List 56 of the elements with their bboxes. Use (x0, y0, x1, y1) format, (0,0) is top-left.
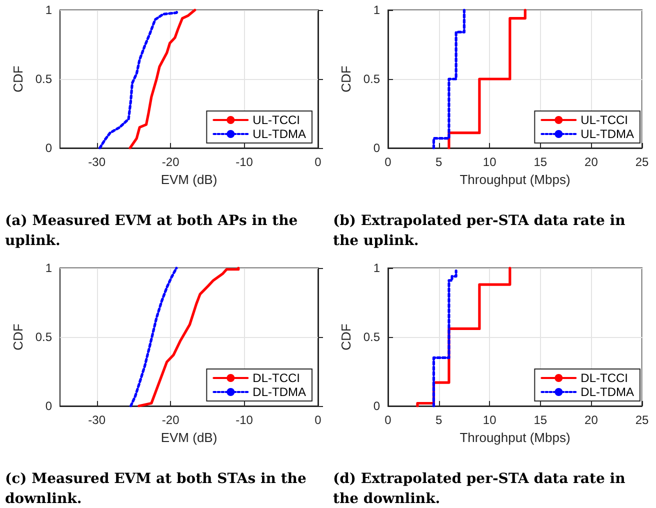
y-axis-title: CDF (10, 66, 26, 92)
x-tick-label: -10 (236, 155, 254, 169)
legend-label: DL-TDMA (252, 385, 306, 399)
x-axis-title: Throughput (Mbps) (460, 430, 570, 445)
x-axis-title: EVM (dB) (160, 172, 218, 187)
x-tick-label: -10 (236, 413, 254, 427)
x-tick-label: -30 (88, 155, 106, 169)
x-tick-label: 10 (482, 155, 497, 169)
x-tick-label: 0 (384, 155, 392, 169)
x-tick-label: -20 (162, 413, 180, 427)
x-tick-label: -30 (88, 413, 106, 427)
x-tick-label: 15 (534, 155, 548, 169)
x-tick-label: 5 (435, 413, 442, 427)
text: (b) Extrapolated per-STA data rate in the uplink. (333, 213, 630, 249)
x-tick-label: 0 (314, 413, 322, 427)
x-tick-label: 20 (584, 155, 598, 169)
y-axis-title: CDF (338, 66, 354, 92)
line-series (138, 266, 240, 408)
x-tick-label: 25 (635, 413, 649, 427)
y-tick-label: 0 (373, 141, 380, 155)
y-tick-label: 0 (45, 141, 52, 155)
legend-label: UL-TCCI (252, 113, 300, 127)
text: (c) Measured EVM at both STAs in the downlink. (5, 471, 312, 507)
y-tick-label: 0.5 (35, 72, 52, 86)
y-tick-label: 1 (45, 261, 52, 275)
x-axis-title: EVM (dB) (160, 430, 218, 445)
x-tick-label: 5 (435, 155, 442, 169)
text: (d) Extrapolated per-STA data rate in the downlink. (333, 471, 630, 507)
y-tick-label: 0 (373, 399, 380, 413)
y-tick-label: 1 (373, 261, 380, 275)
y-tick-label: 0.5 (363, 72, 380, 86)
y-axis-title: CDF (10, 324, 26, 350)
legend-label: UL-TDMA (580, 127, 634, 141)
line-series (98, 8, 180, 150)
x-tick-label: 0 (314, 155, 322, 169)
x-tick-label: 0 (384, 413, 392, 427)
y-tick-label: 0.5 (35, 330, 52, 344)
x-tick-label: -20 (162, 155, 180, 169)
line-series (128, 8, 196, 150)
y-tick-label: 1 (45, 3, 52, 17)
line-series (129, 266, 178, 408)
x-tick-label: 20 (584, 413, 598, 427)
text: (a) Measured EVM at both APs in the uplink. (5, 213, 303, 249)
legend-label: UL-TDMA (252, 127, 306, 141)
y-tick-label: 1 (373, 3, 380, 17)
y-tick-label: 0.5 (363, 330, 380, 344)
x-tick-label: 15 (534, 413, 548, 427)
legend-label: UL-TCCI (580, 113, 628, 127)
legend-label: DL-TDMA (580, 385, 634, 399)
x-axis-title: Throughput (Mbps) (460, 172, 570, 187)
x-tick-label: 25 (635, 155, 649, 169)
y-axis-title: CDF (338, 324, 354, 350)
y-tick-label: 0 (45, 399, 52, 413)
legend-label: DL-TCCI (252, 371, 300, 385)
x-tick-label: 10 (482, 413, 497, 427)
legend-label: DL-TCCI (580, 371, 628, 385)
